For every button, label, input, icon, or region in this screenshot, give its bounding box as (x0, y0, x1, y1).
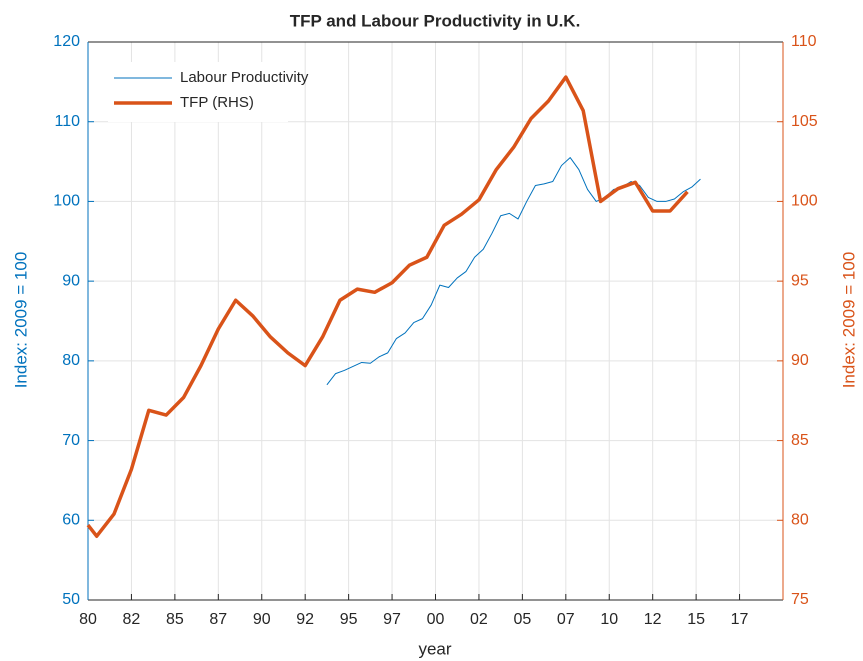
chart-title: TFP and Labour Productivity in U.K. (290, 11, 581, 30)
x-tick-label: 17 (731, 611, 749, 628)
y2-tick-label: 85 (791, 432, 809, 449)
x-tick-label: 12 (644, 611, 662, 628)
legend-label: TFP (RHS) (180, 94, 254, 111)
y2-axis-label: Index: 2009 = 100 (839, 252, 858, 389)
x-tick-label: 82 (123, 611, 141, 628)
y2-tick-label: 75 (791, 591, 809, 608)
legend-box (108, 62, 288, 122)
x-tick-label: 80 (79, 611, 97, 628)
y-tick-label: 110 (54, 113, 80, 130)
x-tick-label: 85 (166, 611, 184, 628)
y2-tick-label: 105 (791, 113, 818, 130)
x-tick-label: 07 (557, 611, 575, 628)
x-tick-label: 95 (340, 611, 358, 628)
x-tick-label: 15 (687, 611, 705, 628)
y-tick-label: 50 (62, 591, 80, 608)
y-tick-label: 90 (62, 272, 80, 289)
y-tick-label: 120 (53, 33, 80, 50)
y2-tick-label: 100 (791, 193, 818, 210)
legend-label: Labour Productivity (180, 69, 309, 86)
x-tick-label: 10 (600, 611, 618, 628)
y-axis-label: Index: 2009 = 100 (11, 252, 30, 389)
x-tick-label: 97 (383, 611, 401, 628)
x-tick-label: 00 (427, 611, 445, 628)
y2-tick-label: 80 (791, 512, 809, 529)
y-tick-label: 100 (53, 193, 80, 210)
x-tick-label: 02 (470, 611, 488, 628)
y-tick-label: 70 (62, 432, 80, 449)
y-tick-label: 80 (62, 352, 80, 369)
x-tick-label: 05 (513, 611, 531, 628)
x-axis-label: year (418, 639, 451, 658)
series-line (86, 75, 689, 538)
y2-tick-label: 95 (791, 272, 809, 289)
x-tick-label: 90 (253, 611, 271, 628)
y2-tick-label: 90 (791, 352, 809, 369)
y-tick-label: 60 (62, 512, 80, 529)
x-tick-label: 92 (296, 611, 314, 628)
y2-tick-label: 110 (791, 33, 817, 50)
x-tick-label: 87 (209, 611, 227, 628)
